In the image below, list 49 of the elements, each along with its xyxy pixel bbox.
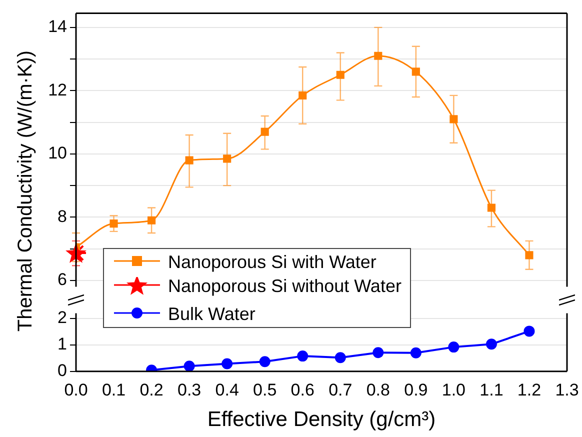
x-tick-label: 0.7 xyxy=(328,380,352,400)
point xyxy=(222,358,233,370)
point xyxy=(148,216,156,224)
x-tick-label: 0.3 xyxy=(177,380,202,400)
point xyxy=(260,128,269,136)
y-tick-label: 6 xyxy=(58,270,67,290)
point xyxy=(334,352,346,364)
x-tick-label: 0.6 xyxy=(290,380,314,400)
y-tick-label: 8 xyxy=(58,206,67,226)
x-tick-label: 0.5 xyxy=(253,380,277,400)
point xyxy=(486,338,497,350)
x-tick-label: 0.8 xyxy=(366,380,390,400)
point xyxy=(110,220,118,228)
x-tick-label: 1.0 xyxy=(442,380,466,400)
x-tick-label: 0.0 xyxy=(64,380,88,400)
y-tick-label: 14 xyxy=(48,17,67,36)
point xyxy=(185,156,194,164)
y-tick-label: 0 xyxy=(58,361,67,380)
point xyxy=(374,52,382,60)
point xyxy=(259,356,270,368)
x-axis-title: Effective Density (g/cm³) xyxy=(207,408,436,432)
x-tick-label: 1.3 xyxy=(555,380,579,400)
x-tick-label: 0.4 xyxy=(215,380,239,400)
legend-label: Nanoporous Si with Water xyxy=(168,252,376,272)
point xyxy=(525,251,534,260)
point xyxy=(524,326,535,337)
legend-label: Bulk Water xyxy=(168,304,256,324)
x-tick-label: 1.2 xyxy=(517,380,542,400)
point xyxy=(297,350,308,362)
x-tick-label: 1.1 xyxy=(480,380,504,400)
point xyxy=(184,360,195,372)
point xyxy=(487,204,496,212)
y-tick-label: 10 xyxy=(48,144,67,163)
x-tick-label: 0.2 xyxy=(140,380,164,400)
x-tick-label: 0.1 xyxy=(102,380,126,400)
point xyxy=(372,347,384,358)
legend-label: Nanoporous Si without Water xyxy=(168,276,402,296)
point xyxy=(298,91,307,100)
point xyxy=(448,342,460,353)
point xyxy=(336,70,344,79)
y-tick-label: 1 xyxy=(58,334,67,354)
point xyxy=(410,347,422,358)
y-tick-label: 2 xyxy=(58,308,67,328)
point xyxy=(412,68,420,76)
point xyxy=(450,115,458,124)
x-tick-label: 0.9 xyxy=(404,380,428,400)
y-axis-title: Thermal Conductivity (W/(m·K)) xyxy=(14,50,38,332)
y-tick-label: 12 xyxy=(48,80,67,100)
point xyxy=(223,154,232,163)
